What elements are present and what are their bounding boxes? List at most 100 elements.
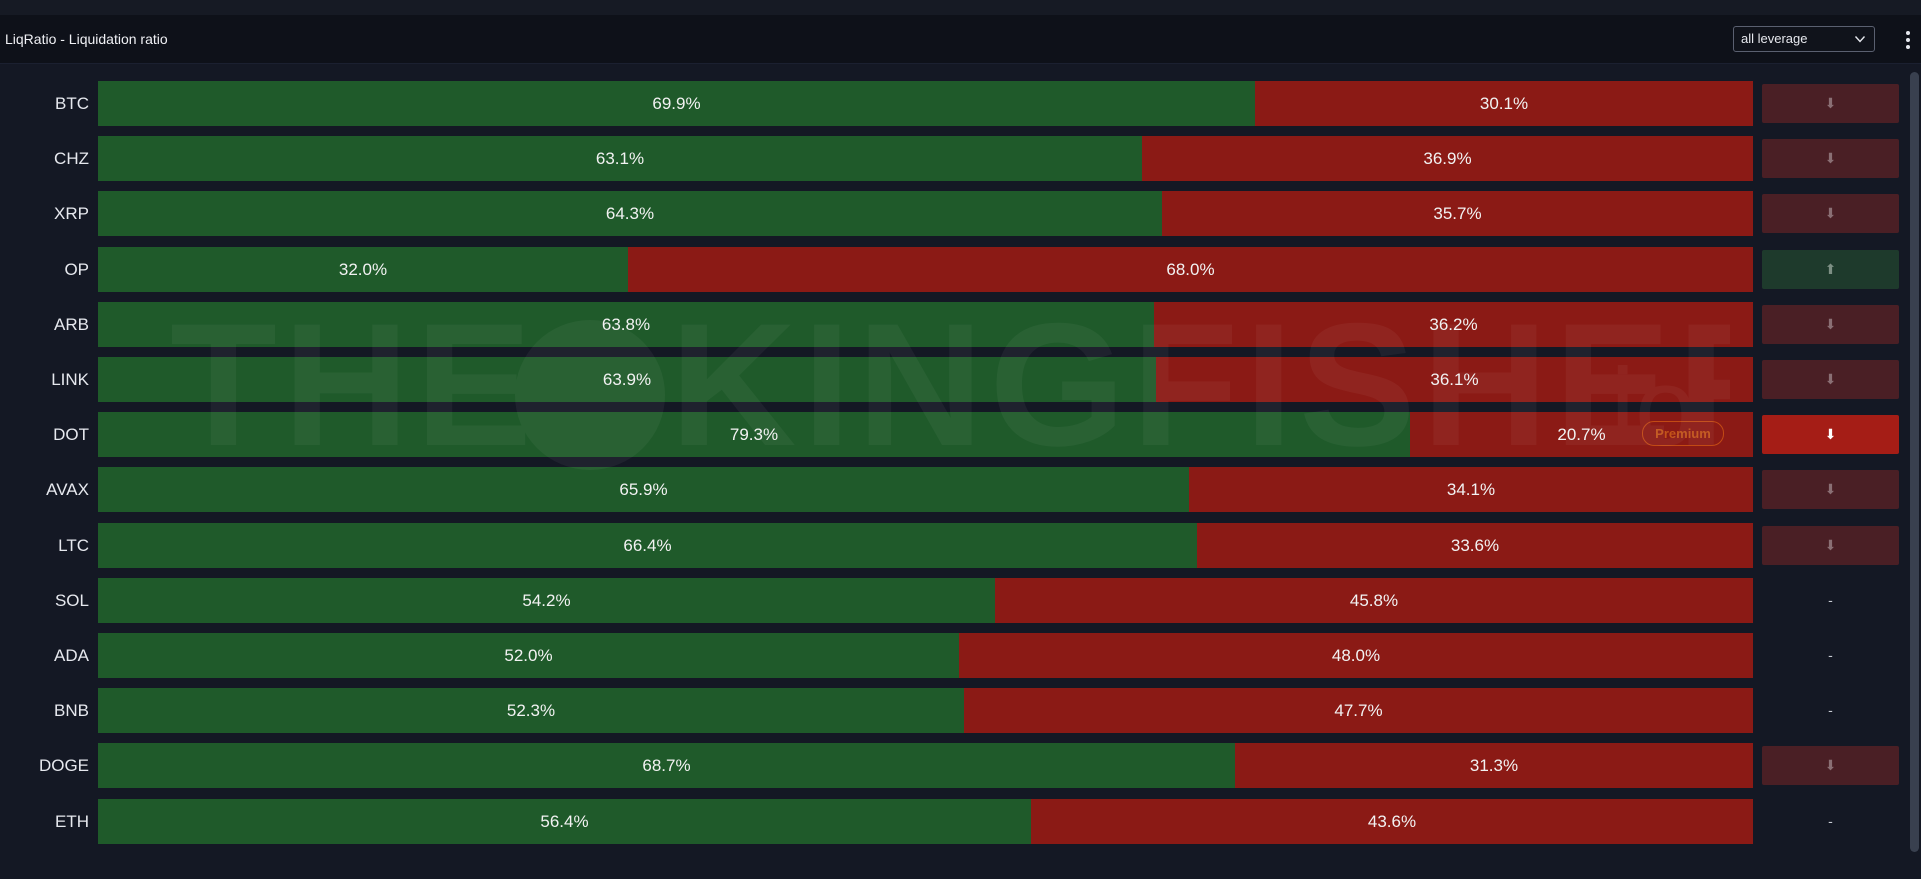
short-percent-label: 36.9% (1423, 149, 1472, 168)
panel-title: LiqRatio - Liquidation ratio (5, 31, 168, 47)
ratio-row: ADA 52.0% 48.0% - (0, 633, 1910, 688)
ratio-bar[interactable]: 63.8% 36.2% (98, 302, 1753, 347)
long-percent-label: 56.4% (540, 812, 589, 831)
short-segment: 34.1% (1189, 467, 1753, 512)
ratio-row: BNB 52.3% 47.7% - (0, 688, 1910, 743)
long-percent-label: 32.0% (338, 260, 388, 279)
ratio-bar[interactable]: 63.9% 36.1% (98, 357, 1753, 402)
short-segment: 36.9% (1142, 136, 1753, 181)
arrow-down-icon[interactable]: ⬇ (1762, 305, 1899, 344)
short-segment: 36.1% (1156, 357, 1753, 402)
arrow-down-icon[interactable]: ⬇ (1762, 194, 1899, 233)
leverage-select[interactable]: all leverage (1733, 26, 1875, 52)
long-segment: 68.7% (98, 743, 1235, 788)
arrow-down-icon[interactable]: ⬇ (1762, 526, 1899, 565)
symbol-label: LTC (58, 536, 89, 555)
long-percent-label: 52.0% (504, 646, 553, 665)
long-percent-label: 66.4% (623, 536, 672, 555)
long-percent-label: 68.7% (642, 756, 691, 775)
symbol-label: AVAX (46, 480, 89, 499)
symbol-label: OP (64, 260, 89, 279)
short-segment: 36.2% (1154, 302, 1753, 347)
ratio-bar[interactable]: 52.0% 48.0% (98, 633, 1753, 678)
ratio-row: ETH 56.4% 43.6% - (0, 799, 1910, 854)
long-segment: 52.3% (98, 688, 964, 733)
short-segment: 45.8% (995, 578, 1753, 623)
short-segment: 33.6% (1197, 523, 1753, 568)
short-percent-label: 30.1% (1479, 94, 1529, 113)
premium-badge[interactable]: Premium (1642, 421, 1724, 446)
panel-header: LiqRatio - Liquidation ratio all leverag… (0, 15, 1921, 64)
symbol-label: ARB (54, 315, 89, 334)
symbol-label: SOL (54, 591, 89, 610)
long-percent-label: 63.8% (601, 315, 651, 334)
long-segment: 63.8% (98, 302, 1154, 347)
long-segment: 65.9% (98, 467, 1189, 512)
long-percent-label: 79.3% (729, 425, 779, 444)
no-signal-indicator: - (1828, 813, 1833, 829)
long-segment: 64.3% (98, 191, 1162, 236)
ratio-bar[interactable]: 79.3% 20.7% (98, 412, 1753, 457)
short-percent-label: 20.7% (1557, 425, 1606, 444)
long-segment: 66.4% (98, 523, 1197, 568)
top-strip (0, 0, 1921, 15)
kebab-menu-icon[interactable] (1899, 28, 1917, 52)
arrow-up-icon[interactable]: ⬆ (1762, 250, 1899, 289)
ratio-row: XRP 64.3% 35.7% ⬇ (0, 191, 1910, 246)
ratio-row: DOT 79.3% 20.7% Premium ⬇ (0, 412, 1910, 467)
short-percent-label: 36.2% (1429, 315, 1478, 334)
ratio-row: SOL 54.2% 45.8% - (0, 578, 1910, 633)
short-percent-label: 31.3% (1469, 756, 1519, 775)
arrow-down-icon[interactable]: ⬇ (1762, 746, 1899, 785)
arrow-down-icon[interactable]: ⬇ (1762, 139, 1899, 178)
ratio-bar[interactable]: 66.4% 33.6% (98, 523, 1753, 568)
arrow-down-icon[interactable]: ⬇ (1762, 470, 1899, 509)
long-segment: 79.3% (98, 412, 1410, 457)
short-segment: 20.7% (1410, 412, 1753, 457)
ratio-bar[interactable]: 63.1% 36.9% (98, 136, 1753, 181)
short-percent-label: 43.6% (1367, 812, 1417, 831)
arrow-down-icon[interactable]: ⬇ (1762, 415, 1899, 454)
scrollbar-thumb[interactable] (1910, 72, 1919, 852)
long-segment: 54.2% (98, 578, 995, 623)
symbol-label: BTC (55, 94, 89, 113)
symbol-label: CHZ (54, 149, 89, 168)
symbol-label: XRP (54, 204, 89, 223)
ratio-bar[interactable]: 52.3% 47.7% (98, 688, 1753, 733)
ratio-row: LTC 66.4% 33.6% ⬇ (0, 523, 1910, 578)
short-segment: 31.3% (1235, 743, 1753, 788)
symbol-label: LINK (51, 370, 89, 389)
long-segment: 52.0% (98, 633, 959, 678)
ratio-row: DOGE 68.7% 31.3% ⬇ (0, 743, 1910, 798)
ratio-bar[interactable]: 32.0% 68.0% (98, 247, 1753, 292)
long-percent-label: 64.3% (605, 204, 655, 223)
arrow-down-icon[interactable]: ⬇ (1762, 360, 1899, 399)
arrow-down-icon[interactable]: ⬇ (1762, 84, 1899, 123)
short-percent-label: 48.0% (1331, 646, 1381, 665)
symbol-label: ADA (54, 646, 89, 665)
ratio-bar[interactable]: 56.4% 43.6% (98, 799, 1753, 844)
no-signal-indicator: - (1828, 592, 1833, 608)
short-percent-label: 35.7% (1433, 204, 1482, 223)
long-segment: 63.9% (98, 357, 1156, 402)
long-percent-label: 69.9% (652, 94, 701, 113)
short-segment: 30.1% (1255, 81, 1753, 126)
short-segment: 43.6% (1031, 799, 1753, 844)
symbol-label: DOT (53, 425, 89, 444)
short-segment: 68.0% (628, 247, 1753, 292)
ratio-row: LINK 63.9% 36.1% ⬇ (0, 357, 1910, 412)
long-percent-label: 54.2% (522, 591, 571, 610)
short-percent-label: 47.7% (1334, 701, 1383, 720)
short-segment: 48.0% (959, 633, 1753, 678)
ratio-bar[interactable]: 65.9% 34.1% (98, 467, 1753, 512)
no-signal-indicator: - (1828, 647, 1833, 663)
short-percent-label: 36.1% (1430, 370, 1479, 389)
symbol-label: ETH (55, 812, 89, 831)
ratio-bar[interactable]: 54.2% 45.8% (98, 578, 1753, 623)
ratio-bar[interactable]: 64.3% 35.7% (98, 191, 1753, 236)
ratio-bar[interactable]: 69.9% 30.1% (98, 81, 1753, 126)
ratio-row: BTC 69.9% 30.1% ⬇ (0, 81, 1910, 136)
short-percent-label: 45.8% (1349, 591, 1399, 610)
ratio-bar[interactable]: 68.7% 31.3% (98, 743, 1753, 788)
long-percent-label: 65.9% (619, 480, 668, 499)
